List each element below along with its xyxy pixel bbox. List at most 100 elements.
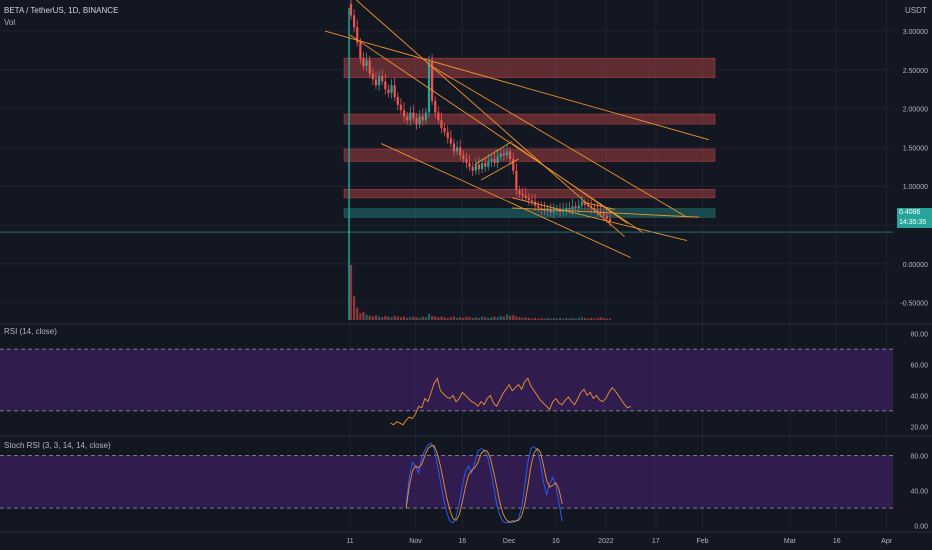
candle-body bbox=[568, 207, 571, 210]
volume-bar bbox=[602, 317, 605, 320]
volume-bar bbox=[402, 316, 406, 320]
x-tick-label: Dec bbox=[503, 538, 516, 545]
candle-body bbox=[465, 159, 468, 163]
candle-body bbox=[583, 203, 587, 205]
candle-body bbox=[449, 138, 452, 144]
volume-bar bbox=[371, 316, 374, 320]
candle-body bbox=[474, 164, 477, 171]
volume-bar bbox=[583, 317, 587, 320]
candle-body bbox=[552, 211, 555, 213]
trendline bbox=[511, 143, 628, 224]
volume-bar bbox=[465, 316, 468, 320]
x-tick-label: Apr bbox=[881, 538, 893, 545]
candle-body bbox=[518, 190, 521, 194]
volume-bar bbox=[552, 317, 555, 320]
price-tick-label: 2.50000 bbox=[903, 68, 928, 75]
volume-bar bbox=[349, 265, 353, 320]
volume-bar bbox=[446, 317, 449, 320]
volume-bar bbox=[490, 317, 493, 320]
volume-bar bbox=[577, 317, 580, 320]
volume-bar bbox=[540, 317, 543, 320]
volume-bar bbox=[384, 315, 387, 320]
rsi-tick-label: 80.00 bbox=[910, 332, 928, 339]
candle-body bbox=[499, 153, 502, 157]
rsi-tick-label: 20.00 bbox=[910, 424, 928, 431]
rsi-title: RSI (14, close) bbox=[4, 327, 57, 336]
x-tick-label: 16 bbox=[458, 538, 466, 545]
volume-bar bbox=[521, 317, 524, 320]
candle-body bbox=[412, 112, 415, 118]
volume-bar bbox=[396, 316, 399, 320]
price-axis-bg bbox=[893, 0, 932, 550]
candle-body bbox=[356, 27, 359, 43]
stoch-band bbox=[0, 455, 893, 509]
volume-bar bbox=[459, 317, 462, 320]
volume-bar bbox=[471, 317, 474, 320]
x-tick-label: 2022 bbox=[598, 538, 614, 545]
candle-body bbox=[353, 15, 356, 28]
trendline bbox=[512, 197, 688, 241]
trendline bbox=[580, 201, 616, 210]
candle-body bbox=[502, 153, 505, 156]
trendline bbox=[349, 34, 644, 234]
volume-bar bbox=[359, 313, 362, 320]
volume-bar bbox=[546, 317, 549, 320]
candle-body bbox=[515, 170, 518, 191]
volume-bar bbox=[549, 318, 552, 320]
candle-body bbox=[406, 116, 409, 121]
candle-body bbox=[577, 205, 580, 208]
volume-bar bbox=[509, 315, 512, 320]
x-tick-label: Mar bbox=[784, 538, 797, 545]
rsi-line bbox=[390, 377, 631, 426]
volume-bar bbox=[415, 317, 418, 320]
volume-bar bbox=[518, 317, 521, 320]
candle-body bbox=[443, 128, 446, 132]
trendline bbox=[381, 143, 631, 259]
trendline bbox=[480, 158, 519, 181]
price-tick-label: 0.00000 bbox=[903, 262, 928, 269]
stoch-rsi-pane bbox=[0, 442, 893, 524]
volume-bar bbox=[493, 316, 496, 320]
volume-bar bbox=[399, 317, 403, 320]
volume-bar bbox=[434, 316, 437, 320]
candle-body bbox=[365, 60, 368, 66]
volume-bar bbox=[502, 316, 505, 320]
volume-bar bbox=[596, 317, 599, 320]
price-tick-label: -0.50000 bbox=[900, 301, 928, 308]
candle-body bbox=[587, 204, 590, 207]
stoch-tick-label: 0.00 bbox=[914, 524, 928, 531]
volume-bar bbox=[590, 317, 593, 320]
price-tick-label: 3.00000 bbox=[903, 29, 928, 36]
candle-body bbox=[455, 147, 459, 152]
volume-bar bbox=[452, 316, 456, 320]
volume-bar bbox=[393, 315, 396, 320]
candle-body bbox=[580, 203, 583, 206]
candle-body bbox=[521, 193, 524, 196]
volume-bar bbox=[387, 316, 390, 320]
volume-bar bbox=[437, 317, 440, 320]
volume-bar bbox=[462, 317, 465, 320]
volume-bar bbox=[406, 317, 409, 320]
volume-bar bbox=[543, 318, 546, 320]
price-tick-label: 2.00000 bbox=[903, 107, 928, 114]
candle-body bbox=[452, 143, 456, 152]
candle-body bbox=[415, 117, 418, 125]
volume-bar bbox=[484, 317, 487, 320]
volume-bar bbox=[449, 317, 452, 320]
volume-bar bbox=[568, 318, 571, 320]
price-tick-label: 1.00000 bbox=[903, 184, 928, 191]
volume-bar bbox=[480, 316, 484, 320]
candle-body bbox=[381, 76, 384, 82]
volume-bar bbox=[530, 318, 534, 320]
candle-body bbox=[402, 110, 406, 117]
candle-body bbox=[524, 195, 527, 198]
volume-bar bbox=[368, 315, 371, 320]
candle-body bbox=[549, 209, 552, 213]
trendline bbox=[474, 140, 513, 165]
volume-bar bbox=[381, 317, 384, 320]
volume-bar bbox=[524, 317, 527, 320]
candle-body bbox=[602, 213, 605, 216]
candle-body bbox=[368, 60, 371, 74]
